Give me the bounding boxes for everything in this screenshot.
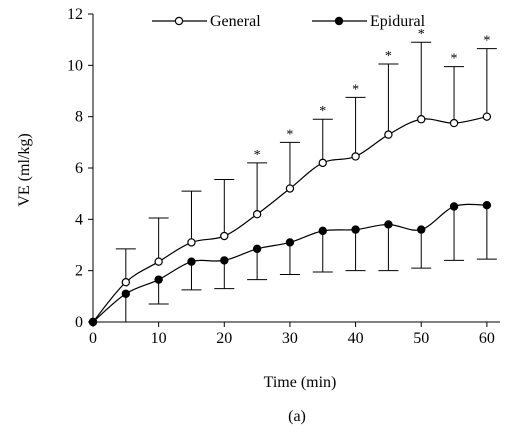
general-point — [252, 209, 262, 219]
x-tick-label: 10 — [151, 330, 167, 347]
epidural-point — [88, 317, 98, 327]
general-point — [417, 115, 426, 124]
x-tick-label: 60 — [479, 330, 495, 347]
legend-general-label: General — [210, 13, 261, 30]
legend-general-marker — [174, 16, 184, 26]
general-point — [318, 158, 327, 168]
figure-caption: (a) — [288, 408, 306, 425]
x-tick-label: 50 — [413, 330, 429, 347]
significance-star: * — [286, 127, 293, 142]
general-point — [220, 231, 229, 241]
general-point — [482, 112, 492, 121]
y-axis-label: VE (ml/kg) — [16, 133, 33, 206]
significance-markers: * * * * * * * * — [254, 27, 491, 163]
epidural-point — [417, 225, 426, 234]
general-point — [449, 118, 459, 128]
y-tick-label: 6 — [75, 160, 83, 177]
x-tick-label: 0 — [89, 330, 97, 347]
x-tick-label: 40 — [348, 330, 364, 347]
epidural-point — [351, 225, 360, 234]
y-tick-label: 12 — [67, 6, 83, 23]
epidural-point — [252, 244, 262, 254]
epidural-point — [187, 257, 196, 266]
significance-star: * — [352, 82, 359, 97]
general-point — [351, 152, 360, 161]
epidural-point — [449, 202, 459, 211]
axes: 0 10 20 30 40 50 60 0 2 4 6 8 10 12 — [67, 6, 500, 347]
significance-star: * — [385, 49, 392, 64]
general-point — [384, 130, 393, 139]
legend-epidural-marker — [334, 16, 344, 26]
general-point — [121, 278, 131, 287]
epidural-point — [482, 201, 492, 210]
epidural-point — [154, 275, 163, 284]
general-point — [187, 238, 196, 247]
general-point — [154, 257, 163, 266]
significance-star: * — [319, 104, 326, 119]
significance-star: * — [483, 34, 490, 49]
x-axis-label: Time (min) — [264, 374, 337, 391]
y-tick-label: 4 — [75, 211, 83, 228]
y-tick-label: 10 — [67, 57, 83, 74]
significance-star: * — [451, 52, 458, 67]
error-bars — [115, 41, 497, 323]
general-point — [285, 184, 295, 193]
y-tick-label: 2 — [75, 263, 83, 280]
epidural-point — [121, 289, 131, 298]
y-tick-label: 0 — [75, 314, 83, 331]
epidural-point — [285, 238, 295, 247]
x-tick-label: 30 — [282, 330, 298, 347]
y-tick-label: 8 — [75, 109, 83, 126]
epidural-point — [318, 226, 327, 236]
significance-star: * — [254, 148, 261, 163]
x-tick-label: 20 — [216, 330, 232, 347]
legend-epidural-label: Epidural — [370, 13, 426, 30]
epidural-point — [384, 220, 393, 229]
significance-star: * — [418, 27, 425, 42]
epidural-point — [220, 256, 229, 265]
legend: General Epidural — [152, 13, 426, 30]
data-points — [88, 112, 492, 327]
